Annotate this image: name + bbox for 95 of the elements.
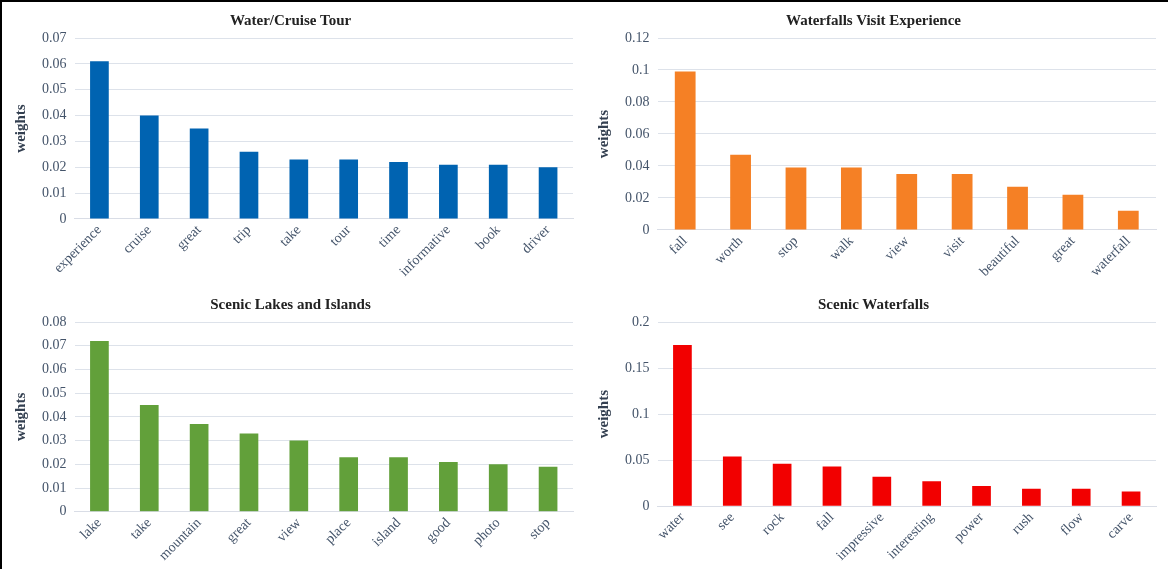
y-tick-label: 0.06 [42, 55, 67, 71]
y-tick-label: 0.12 [625, 29, 650, 45]
bar [722, 455, 742, 506]
bar [1121, 490, 1141, 506]
x-tick-label: rock [758, 508, 787, 537]
x-tick-label: take [126, 514, 154, 542]
bar [674, 71, 696, 230]
bar [289, 159, 309, 219]
y-tick-label: 0.2 [632, 313, 650, 329]
bar [972, 485, 991, 506]
y-tick-label: 0.08 [42, 313, 67, 329]
x-tick-label: fall [812, 508, 837, 533]
x-tick-label: visit [939, 232, 967, 261]
y-tick-label: 0.06 [42, 360, 67, 376]
y-tick-label: 0.1 [632, 405, 650, 421]
x-tick-label: lake [77, 514, 105, 542]
bar [239, 151, 259, 219]
x-tick-label: see [713, 508, 737, 533]
y-tick-label: 0.08 [625, 93, 650, 109]
x-tick-label: take [276, 221, 304, 250]
y-tick-label: 0 [642, 221, 650, 237]
y-tick-label: 0.07 [42, 29, 67, 45]
bar [239, 432, 259, 511]
y-tick-label: 0.02 [625, 189, 650, 205]
y-tick-label: 0.04 [42, 408, 67, 424]
bar [339, 456, 359, 511]
bar [488, 463, 508, 511]
y-axis-title: weights [11, 104, 28, 153]
y-axis-title: weights [11, 392, 28, 441]
y-axis-title: weights [594, 389, 611, 438]
bar [189, 423, 209, 511]
x-tick-label: rush [1008, 508, 1037, 537]
bar [538, 466, 558, 511]
bar [90, 61, 109, 219]
y-tick-label: 0.03 [42, 431, 67, 447]
y-tick-label: 0.15 [625, 359, 650, 375]
bar [1062, 194, 1084, 230]
x-tick-label: flow [1057, 508, 1087, 538]
y-tick-label: 0.05 [625, 451, 650, 467]
chart-title: Scenic Waterfalls [818, 295, 930, 312]
x-tick-label: fall [666, 232, 690, 257]
y-tick-label: 0 [59, 502, 67, 518]
x-tick-label: time [375, 221, 404, 251]
chart-title: Scenic Lakes and Islands [210, 295, 371, 312]
y-tick-label: 0.1 [632, 61, 650, 77]
y-tick-label: 0.01 [42, 479, 67, 495]
y-tick-label: 0 [642, 497, 650, 513]
x-tick-label: tour [326, 221, 354, 249]
bar [951, 173, 973, 230]
x-tick-label: stop [525, 514, 553, 542]
bar [538, 167, 558, 219]
y-tick-label: 0.04 [42, 107, 67, 123]
x-tick-label: view [273, 513, 305, 545]
bar [389, 456, 408, 511]
y-tick-label: 0.06 [625, 125, 650, 141]
bar [1022, 488, 1041, 506]
bar [139, 404, 159, 511]
x-tick-label: stop [773, 232, 801, 261]
chart-title: Waterfalls Visit Experience [786, 11, 962, 28]
x-tick-label: view [881, 232, 913, 263]
bar [840, 167, 862, 230]
y-tick-label: 0.05 [42, 81, 67, 97]
bar [488, 164, 508, 219]
bar [439, 461, 458, 511]
bar [673, 344, 692, 506]
bar [1117, 210, 1139, 230]
y-tick-label: 0.07 [42, 336, 67, 352]
bar [785, 167, 807, 230]
y-tick-label: 0.03 [42, 133, 67, 149]
y-tick-label: 0.02 [42, 158, 67, 174]
y-tick-label: 0.01 [42, 184, 67, 200]
bar [896, 173, 918, 230]
y-axis-title: weights [594, 109, 611, 159]
y-tick-label: 0.05 [42, 384, 67, 400]
bar [389, 162, 408, 219]
bar [189, 128, 209, 219]
bar [730, 154, 751, 230]
chart-title: Water/Cruise Tour [229, 11, 352, 28]
bar [139, 115, 159, 219]
bar [339, 159, 359, 219]
y-tick-label: 0.04 [625, 157, 650, 173]
bar [1071, 488, 1091, 506]
bar [822, 466, 842, 506]
bar [922, 480, 942, 506]
bar [90, 340, 109, 511]
y-tick-label: 0 [59, 210, 67, 226]
bar [1007, 186, 1028, 230]
bar [289, 440, 309, 511]
x-tick-label: walk [826, 232, 857, 263]
bar [439, 164, 458, 219]
x-tick-label: trip [229, 221, 254, 247]
y-tick-label: 0.02 [42, 455, 67, 471]
x-tick-label: book [472, 221, 503, 253]
bar [872, 476, 892, 506]
bar [772, 463, 792, 506]
